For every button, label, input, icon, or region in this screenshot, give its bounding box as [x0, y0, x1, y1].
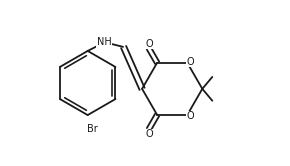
Text: O: O: [186, 57, 194, 67]
Text: NH: NH: [97, 37, 112, 47]
Text: Br: Br: [87, 124, 98, 134]
Text: O: O: [145, 129, 153, 139]
Text: O: O: [186, 111, 194, 121]
Text: O: O: [145, 39, 153, 49]
